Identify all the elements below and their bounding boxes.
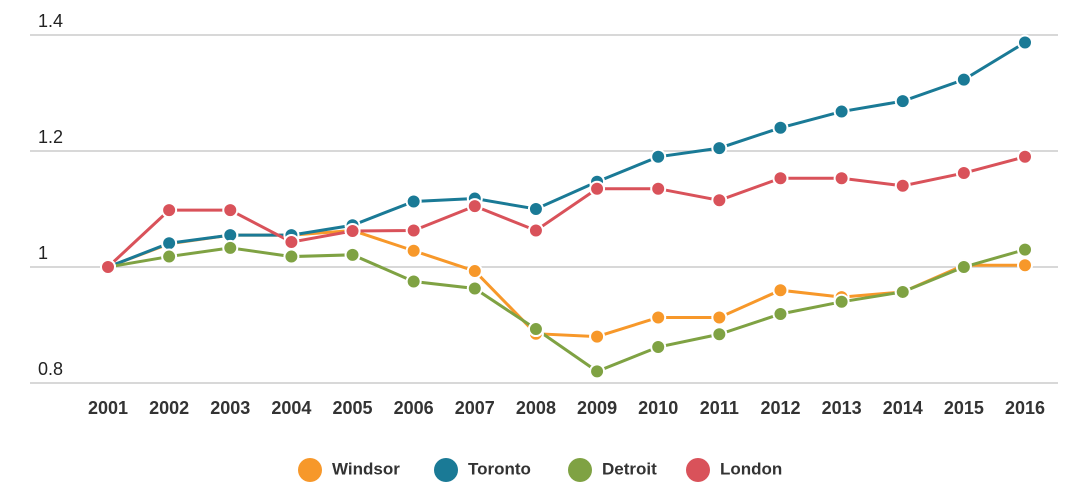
series-line	[106, 155, 1026, 269]
data-point	[222, 202, 239, 219]
data-point	[833, 103, 850, 120]
data-point	[1017, 241, 1033, 258]
x-tick-label: 2012	[760, 398, 800, 418]
x-tick-label: 2008	[516, 398, 556, 418]
x-tick-label: 2001	[88, 398, 128, 418]
x-tick-label: 2005	[333, 398, 373, 418]
data-point	[589, 180, 606, 197]
y-tick-label: 0.8	[38, 359, 63, 379]
data-point	[772, 305, 789, 322]
data-point	[405, 193, 422, 210]
data-point	[1017, 34, 1033, 51]
legend-label: London	[720, 459, 782, 478]
data-point	[527, 201, 544, 217]
data-point	[466, 280, 483, 297]
data-point	[955, 165, 972, 182]
data-point	[894, 283, 911, 300]
x-tick-label: 2007	[455, 398, 495, 418]
x-tick-label: 2014	[883, 398, 923, 418]
data-point	[650, 180, 667, 197]
data-point	[1017, 148, 1033, 165]
data-point	[650, 339, 667, 356]
data-point	[711, 309, 728, 326]
legend-label: Windsor	[332, 459, 400, 478]
x-tick-label: 2004	[271, 398, 311, 418]
series-line	[107, 246, 1026, 374]
data-point	[344, 246, 361, 263]
x-tick-label: 2003	[210, 398, 250, 418]
data-point	[1017, 257, 1033, 274]
data-point	[161, 235, 178, 252]
series-line	[107, 228, 1025, 339]
data-point	[405, 273, 422, 290]
data-point	[955, 259, 972, 275]
x-tick-label: 2016	[1005, 398, 1045, 418]
legend-label: Toronto	[468, 459, 531, 478]
y-tick-label: 1.4	[38, 11, 63, 31]
data-point	[894, 177, 911, 194]
legend-label: Detroit	[602, 459, 657, 478]
legend-marker	[298, 458, 322, 482]
y-tick-label: 1.2	[38, 127, 63, 147]
data-point	[955, 71, 972, 88]
x-tick-label: 2011	[700, 398, 739, 418]
series-line	[107, 41, 1026, 269]
x-tick-label: 2002	[149, 398, 189, 418]
x-tick-label: 2013	[822, 398, 862, 418]
data-point	[466, 263, 483, 280]
data-point	[833, 170, 850, 187]
legend-marker	[686, 458, 710, 482]
data-point	[772, 282, 789, 299]
data-point	[711, 140, 728, 157]
x-tick-label: 2009	[577, 398, 617, 418]
data-point	[527, 222, 544, 239]
data-point	[161, 248, 178, 265]
data-point	[711, 192, 728, 209]
data-point	[711, 326, 728, 343]
x-tick-label: 2006	[394, 398, 434, 418]
x-tick-label: 2010	[638, 398, 678, 418]
x-tick-label: 2015	[944, 398, 984, 418]
data-point	[650, 148, 667, 165]
data-point	[405, 222, 422, 239]
data-point	[772, 119, 789, 136]
legend-marker	[568, 458, 592, 482]
data-point	[100, 259, 116, 275]
data-point	[833, 293, 850, 310]
data-point	[589, 328, 606, 345]
data-point	[589, 363, 606, 380]
data-point	[894, 93, 911, 110]
data-point	[161, 202, 178, 219]
data-point	[283, 234, 300, 251]
data-point	[405, 242, 422, 259]
data-point	[772, 170, 789, 187]
data-point	[344, 223, 361, 240]
data-point	[650, 309, 667, 326]
data-point	[222, 239, 239, 256]
data-point	[466, 198, 483, 215]
y-tick-label: 1	[38, 243, 48, 263]
legend-marker	[434, 458, 458, 482]
data-point	[283, 248, 300, 265]
data-point	[527, 321, 544, 338]
